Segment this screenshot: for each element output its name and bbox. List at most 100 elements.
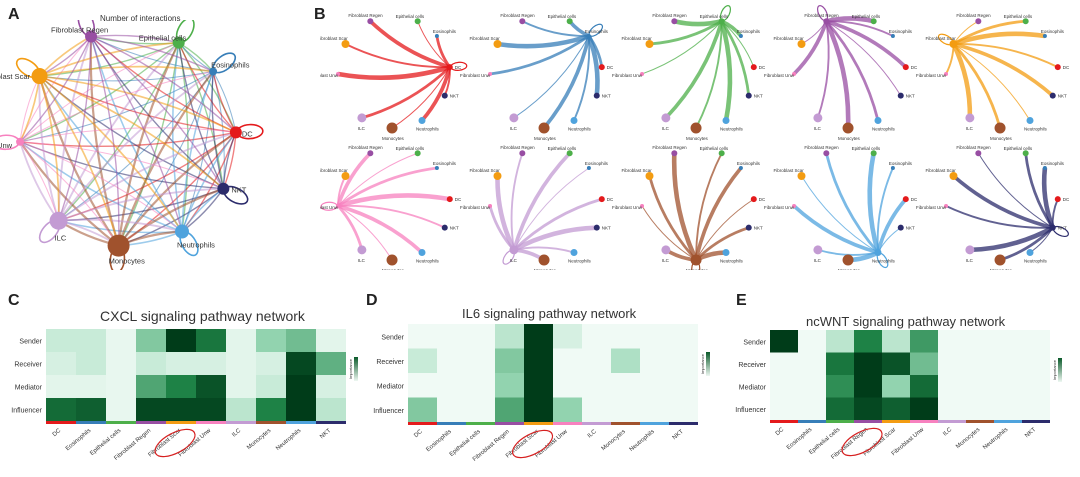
node-eosinophils <box>434 166 439 171</box>
edge <box>719 20 733 121</box>
edge <box>495 175 516 251</box>
node-label-dc: DC <box>1063 197 1070 202</box>
node-label-fibroblast-unw: Fibroblast Unw <box>764 205 795 210</box>
node-fibroblast-scar <box>645 40 654 48</box>
edge <box>19 141 120 246</box>
node-eosinophils <box>1042 166 1047 171</box>
edge <box>497 33 590 49</box>
heatmap-cell <box>316 398 346 421</box>
node-label-monocytes: Monocytes <box>990 268 1013 270</box>
node-label-ilc: ILC <box>510 258 518 263</box>
heatmap-cell <box>256 329 286 352</box>
node-nkt <box>745 92 752 99</box>
node-fibroblast-scar <box>797 172 806 180</box>
node-label-fibroblast-scar: Fibroblast Scar <box>470 36 501 41</box>
row-label-sender: Sender <box>19 339 42 346</box>
node-label-monocytes: Monocytes <box>838 268 861 270</box>
edge <box>337 193 451 209</box>
heatmap-cell <box>640 373 669 398</box>
node-label-dc: DC <box>759 65 766 70</box>
column-color-monocytes <box>966 420 994 423</box>
node-fibroblast-unw <box>792 71 797 76</box>
node-label-eosinophils: Eosinophils <box>889 29 913 34</box>
node-ilc <box>661 113 671 123</box>
heatmap-cell <box>966 397 994 420</box>
node-label-dc: DC <box>1063 65 1070 70</box>
edge <box>953 43 1031 121</box>
node-label-dc: DC <box>607 65 614 70</box>
heatmap-cell <box>826 375 854 398</box>
node-nkt <box>441 224 448 231</box>
column-label-dc: DC <box>413 429 424 440</box>
node-label-epithelial-cells: Epithelial cells <box>852 146 881 151</box>
heatmap-cell <box>437 397 466 422</box>
node-eosinophils <box>1042 34 1047 39</box>
node-label-epithelial-cells: Epithelial cells <box>700 14 729 19</box>
node-label-fibroblast-regen: Fibroblast Regen <box>804 13 839 18</box>
edge <box>664 20 724 120</box>
edge <box>952 174 1054 230</box>
node-label-fibroblast-scar: Fibroblast Scar <box>320 168 348 173</box>
heatmap-cell <box>938 330 966 353</box>
heatmap-cell <box>910 330 938 353</box>
heatmap-cell <box>437 324 466 349</box>
heatmap-cell <box>798 397 826 420</box>
node-label-nkt: NKT <box>602 226 611 231</box>
heatmap-cell <box>196 398 226 421</box>
node-neutrophils <box>874 116 882 124</box>
node-label-monocytes: Monocytes <box>534 136 557 141</box>
node-label-dc: DC <box>455 65 462 70</box>
edge <box>181 131 237 232</box>
node-fibroblast-regen <box>671 18 678 25</box>
node-label-fibroblast-scar: Fibroblast Scar <box>0 72 30 81</box>
edge <box>90 35 224 190</box>
node-label-nkt: NKT <box>450 226 459 231</box>
edge <box>90 35 214 73</box>
node-nkt <box>1049 224 1056 231</box>
column-color-dc <box>770 420 798 423</box>
heatmap-cell <box>106 352 136 375</box>
node-label-ilc: ILC <box>966 258 974 263</box>
node-fibroblast-unw <box>488 203 493 208</box>
edge <box>212 71 237 133</box>
heatmap-cell <box>466 348 495 373</box>
edge <box>826 20 902 96</box>
heatmap-cell <box>826 330 854 353</box>
node-neutrophils <box>418 116 426 124</box>
heatmap-cell <box>1022 397 1050 420</box>
heatmap-cell <box>495 397 524 422</box>
node-label-neutrophils: Neutrophils <box>416 126 440 131</box>
heatmap-cell <box>408 348 437 373</box>
heatmap-cell <box>408 373 437 398</box>
edge <box>876 197 908 253</box>
node-fibroblast-regen <box>975 18 982 25</box>
heatmap-cell <box>1022 330 1050 353</box>
legend-label: Importance <box>700 353 705 374</box>
node-neutrophils <box>418 248 426 256</box>
column-color-fibroblast-unw <box>553 422 582 425</box>
node-label-fibroblast-scar: Fibroblast Scar <box>926 36 957 41</box>
heatmap-cell <box>524 397 553 422</box>
heatmap-cell <box>408 397 437 422</box>
heatmap-cell <box>166 398 196 421</box>
node-label-eosinophils: Eosinophils <box>737 161 761 166</box>
heatmap-d: Sender Receiver Mediator Influencer DC Eosino… <box>373 324 710 463</box>
node-neutrophils <box>722 116 730 124</box>
node-fibroblast-scar <box>341 172 350 180</box>
edge <box>58 218 183 233</box>
column-label-nkt: NKT <box>319 428 332 441</box>
node-label-ilc: ILC <box>662 126 670 131</box>
network-fibroblast-regen: Epithelial cells Eosinophils DC NKT Neutroph… <box>764 5 918 141</box>
edge <box>39 75 237 134</box>
heatmap-cell <box>854 330 882 353</box>
row-label-mediator: Mediator <box>15 385 43 392</box>
node-fibroblast-scar <box>341 40 350 48</box>
column-color-fibroblast-regen <box>136 421 166 424</box>
node-label-fibroblast-regen: Fibroblast Regen <box>652 13 687 18</box>
edge <box>825 20 880 121</box>
node-label-nkt: NKT <box>754 226 763 231</box>
node-label-epithelial-cells: Epithelial cells <box>548 14 577 19</box>
column-color-ilc <box>582 422 611 425</box>
edge <box>345 43 450 69</box>
heatmap-cell <box>46 329 76 352</box>
